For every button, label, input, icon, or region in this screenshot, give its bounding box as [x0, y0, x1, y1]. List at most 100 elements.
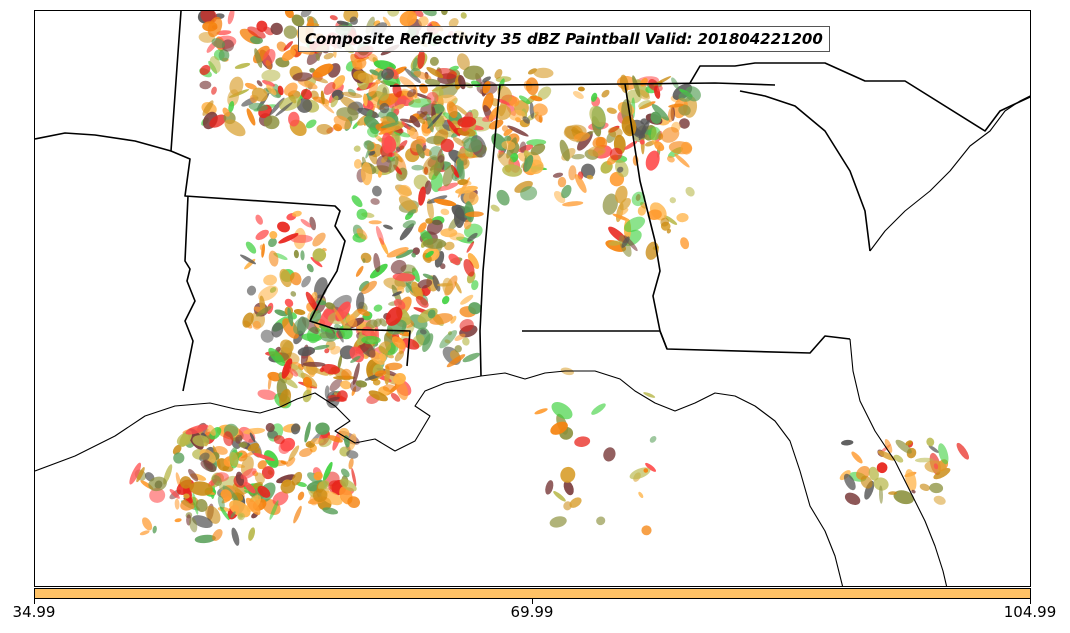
reflectivity-blob	[172, 444, 182, 455]
reflectivity-blob	[284, 298, 294, 308]
reflectivity-blob	[488, 106, 499, 122]
reflectivity-blob	[149, 487, 166, 503]
reflectivity-blob	[551, 401, 573, 420]
reflectivity-blob	[329, 378, 343, 392]
reflectivity-blob	[550, 421, 568, 435]
reflectivity-blob	[635, 194, 641, 201]
reflectivity-blob	[173, 452, 185, 464]
reflectivity-blob	[553, 491, 566, 502]
reflectivity-blob	[537, 86, 552, 100]
reflectivity-blob	[430, 114, 445, 127]
reflectivity-blob	[549, 516, 567, 528]
reflectivity-blob	[522, 116, 531, 124]
reflectivity-blob	[643, 468, 649, 473]
reflectivity-blob	[327, 435, 343, 443]
reflectivity-blob	[216, 30, 232, 36]
reflectivity-blob	[218, 48, 230, 62]
reflectivity-blob	[678, 104, 691, 116]
reflectivity-blob	[497, 85, 513, 103]
reflectivity-blob	[435, 84, 442, 92]
reflectivity-blob	[312, 248, 327, 262]
reflectivity-blob	[394, 350, 405, 362]
reflectivity-blob	[417, 116, 426, 125]
reflectivity-blob	[442, 165, 455, 187]
reflectivity-blob	[289, 272, 302, 286]
reflectivity-blob	[466, 241, 475, 253]
reflectivity-blob	[432, 274, 441, 292]
reflectivity-blob	[277, 85, 284, 96]
reflectivity-blob	[424, 78, 441, 86]
reflectivity-blob	[545, 480, 554, 495]
reflectivity-blob	[390, 393, 401, 402]
reflectivity-blob	[383, 224, 393, 230]
reflectivity-blob	[356, 228, 368, 240]
reflectivity-blob	[888, 491, 898, 495]
georgia-south-carolina-border	[739, 90, 871, 252]
reflectivity-blob	[390, 259, 407, 275]
reflectivity-blob	[306, 263, 314, 273]
reflectivity-blob	[440, 228, 458, 238]
reflectivity-blob	[341, 91, 363, 99]
reflectivity-blob	[893, 454, 904, 463]
reflectivity-blob	[873, 477, 889, 491]
reflectivity-blob	[349, 346, 365, 363]
reflectivity-blob	[422, 333, 434, 352]
reflectivity-blob	[926, 437, 935, 447]
reflectivity-blob	[202, 100, 214, 116]
reflectivity-blob	[425, 218, 433, 224]
reflectivity-blob	[238, 442, 248, 448]
reflectivity-blob	[211, 475, 222, 486]
reflectivity-blob	[388, 156, 399, 173]
reflectivity-blob	[603, 447, 616, 462]
reflectivity-blob	[152, 525, 157, 534]
reflectivity-blob	[278, 233, 299, 244]
reflectivity-blob	[439, 330, 458, 349]
reflectivity-blob	[919, 483, 931, 491]
reflectivity-blob	[231, 527, 240, 546]
reflectivity-blob	[188, 468, 199, 482]
reflectivity-blob	[632, 75, 641, 98]
reflectivity-blob	[352, 362, 360, 385]
reflectivity-blob	[884, 438, 893, 453]
reflectivity-blob	[320, 90, 325, 105]
reflectivity-blob	[661, 127, 680, 143]
reflectivity-blob	[929, 482, 944, 494]
reflectivity-blob	[282, 318, 300, 339]
colorbar-tick-mid	[532, 599, 533, 604]
reflectivity-blob	[245, 241, 257, 254]
reflectivity-blob	[312, 344, 330, 350]
reflectivity-blob	[263, 115, 280, 130]
reflectivity-blob	[279, 268, 292, 288]
reflectivity-blob	[284, 11, 294, 19]
reflectivity-blob	[301, 275, 311, 288]
reflectivity-blob	[462, 337, 470, 346]
reflectivity-blob	[606, 107, 617, 114]
reflectivity-blob	[321, 364, 341, 375]
reflectivity-blob	[647, 209, 662, 220]
reflectivity-blob	[502, 164, 523, 177]
reflectivity-blob	[905, 440, 913, 446]
reflectivity-blob	[656, 85, 663, 92]
reflectivity-blob	[183, 493, 190, 499]
reflectivity-blob	[573, 132, 591, 142]
reflectivity-blob	[654, 141, 665, 151]
reflectivity-blob	[557, 176, 567, 188]
reflectivity-blob	[455, 105, 469, 116]
reflectivity-blob	[229, 451, 239, 467]
reflectivity-blob	[324, 348, 330, 354]
reflectivity-blob	[319, 331, 337, 342]
reflectivity-blob	[376, 155, 392, 173]
reflectivity-blob	[249, 432, 256, 443]
reflectivity-blob	[265, 423, 275, 433]
reflectivity-blob	[363, 140, 375, 151]
reflectivity-blob	[928, 445, 939, 453]
reflectivity-blob	[337, 354, 343, 370]
reflectivity-blob	[649, 436, 657, 443]
reflectivity-blob	[199, 64, 211, 76]
reflectivity-blob	[574, 174, 587, 193]
reflectivity-blob	[416, 110, 428, 121]
reflectivity-blob	[426, 66, 444, 79]
reflectivity-blob	[664, 215, 678, 225]
coastline-layer	[35, 95, 1030, 586]
reflectivity-blob	[246, 285, 257, 296]
